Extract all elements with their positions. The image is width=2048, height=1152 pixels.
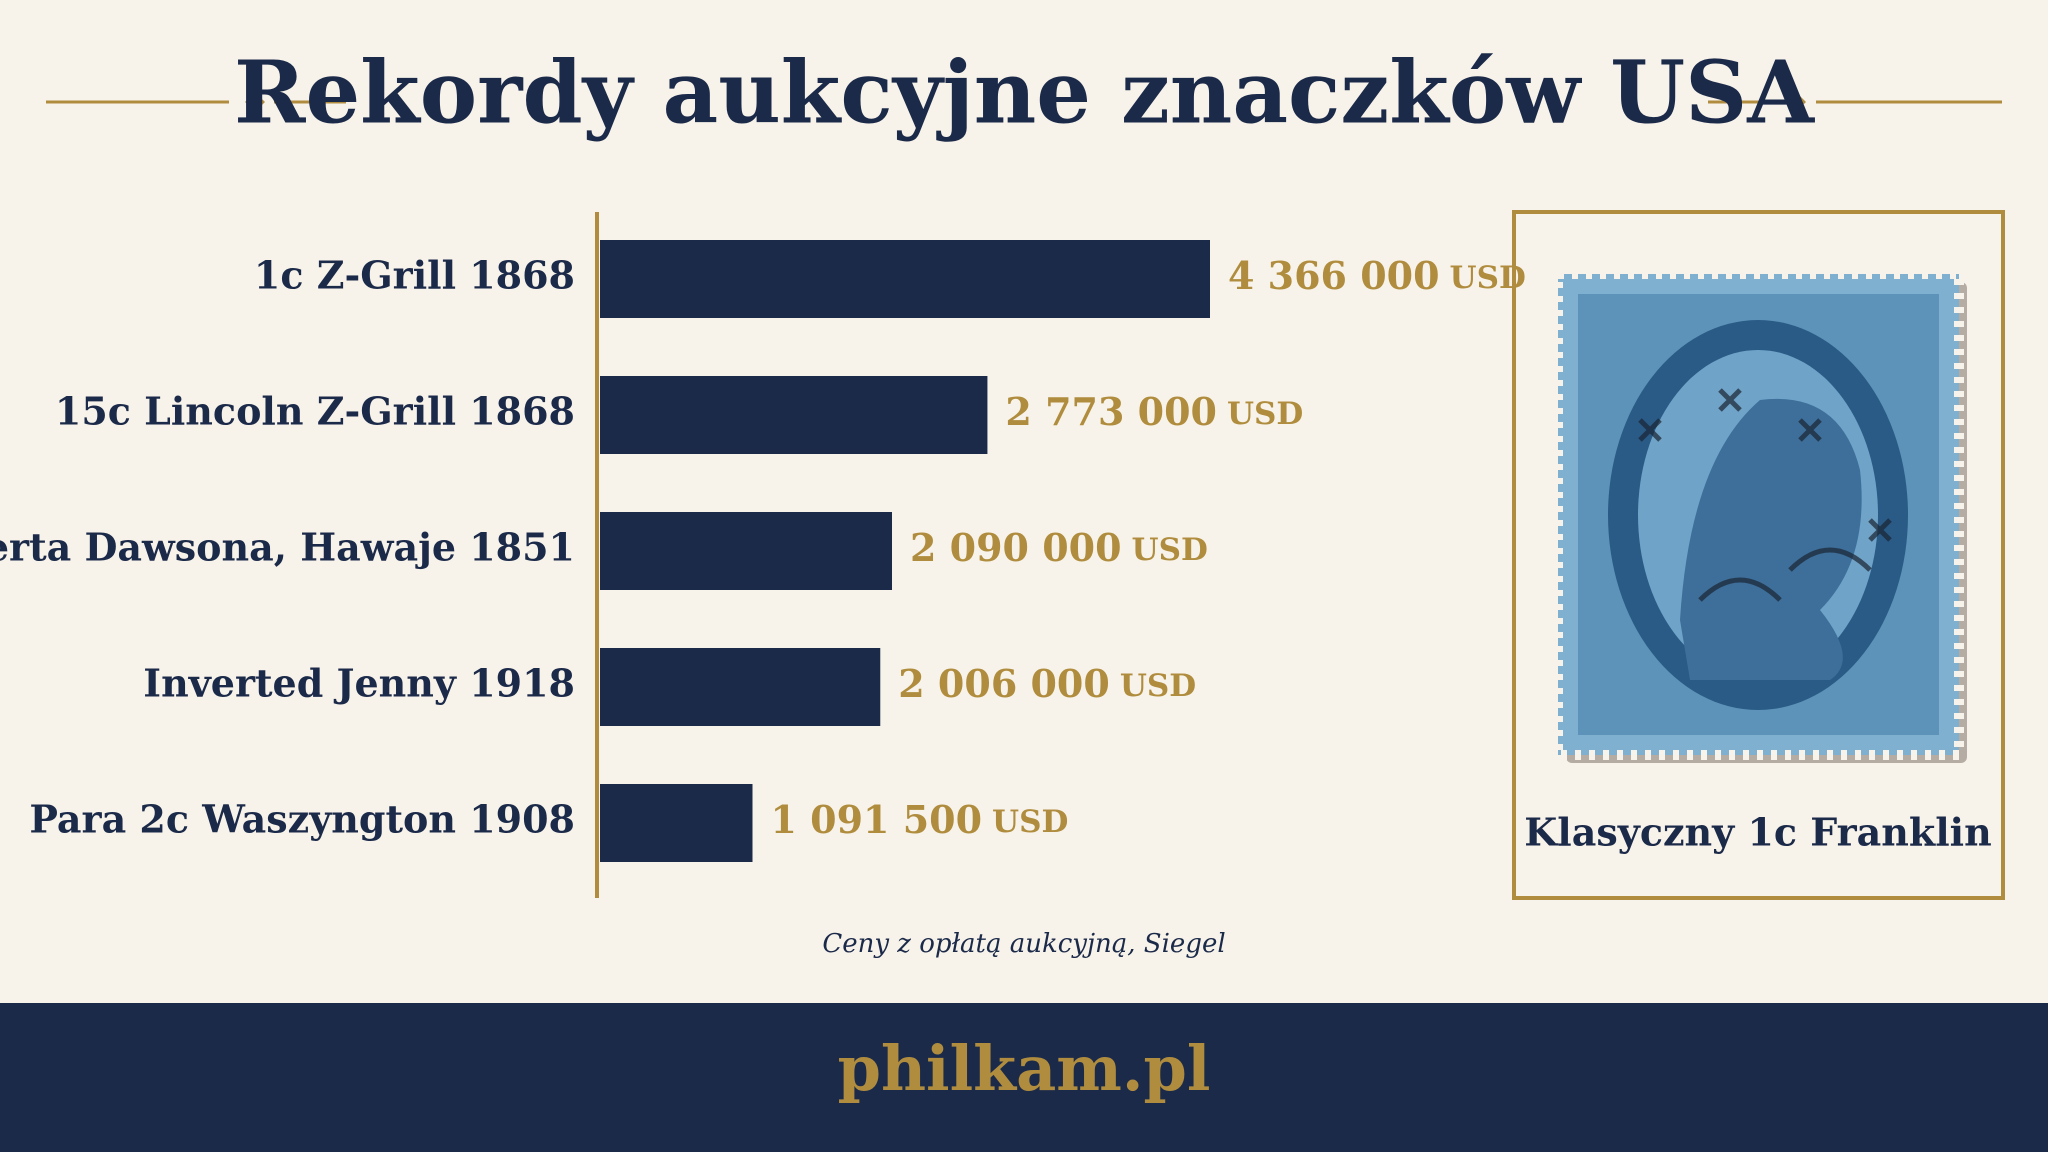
bar	[600, 376, 988, 454]
value-number: 2 006 000	[898, 661, 1110, 706]
value-label: 4 366 000 USD	[1228, 253, 1526, 298]
bar	[600, 512, 893, 590]
value-unit: USD	[992, 804, 1068, 840]
value-label: 2 090 000 USD	[910, 525, 1208, 570]
image-caption: Klasyczny 1c Franklin	[1524, 810, 1991, 855]
value-unit: USD	[1450, 260, 1526, 296]
bar	[600, 784, 753, 862]
footer-band	[0, 1003, 2048, 1152]
value-unit: USD	[1132, 532, 1208, 568]
value-number: 4 366 000	[1228, 253, 1440, 298]
stamp-image	[1553, 269, 1967, 763]
diamond	[1786, 92, 1806, 112]
note: Ceny z opłatą aukcyjną, Siegel	[822, 929, 1225, 959]
diamond	[245, 92, 265, 112]
value-label: 2 006 000 USD	[898, 661, 1196, 706]
bar	[600, 648, 881, 726]
image-panel	[1512, 210, 2005, 900]
chart-title: Rekordy aukcyjne znaczków USA	[234, 43, 1815, 144]
value-number: 1 091 500	[771, 797, 983, 842]
value-unit: USD	[1120, 668, 1196, 704]
category-label: Inverted Jenny 1918	[143, 661, 575, 706]
bar	[600, 240, 1210, 318]
value-label: 1 091 500 USD	[771, 797, 1069, 842]
category-label: Para 2c Waszyngton 1908	[29, 797, 575, 842]
value-label: 2 773 000 USD	[1005, 389, 1303, 434]
value-unit: USD	[1227, 396, 1303, 432]
value-number: 2 773 000	[1005, 389, 1217, 434]
category-label: 15c Lincoln Z-Grill 1868	[55, 389, 575, 434]
category-label: 1c Z-Grill 1868	[254, 253, 575, 298]
value-number: 2 090 000	[910, 525, 1122, 570]
category-label: Koperta Dawsona, Hawaje 1851	[0, 525, 575, 570]
footer-brand: philkam.pl	[838, 1032, 1211, 1105]
